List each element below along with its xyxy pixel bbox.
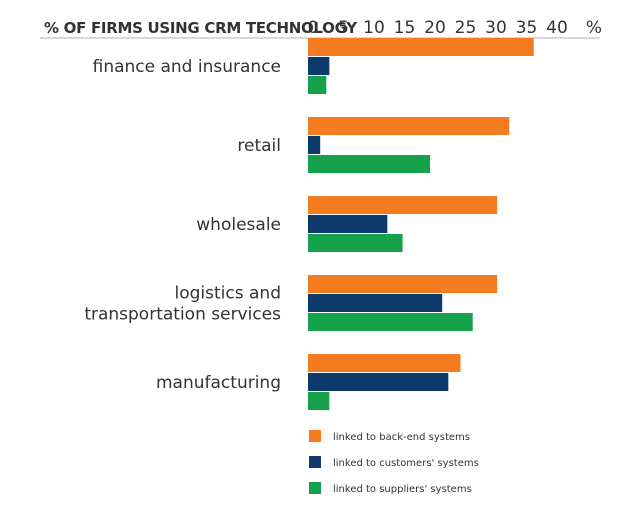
chart-title: % OF FIRMS USING CRM TECHNOLOGY	[44, 19, 358, 37]
legend-label: linked to suppliers' systems	[333, 484, 472, 495]
bars	[308, 38, 534, 410]
tick-label: 0	[308, 18, 319, 38]
tick-label: 40	[546, 18, 568, 38]
bar	[308, 234, 403, 252]
legend-swatch	[309, 430, 321, 442]
tick-label: 15	[394, 18, 416, 38]
bar	[308, 136, 321, 154]
tick-label: 35	[516, 18, 538, 38]
legend-label: linked to back-end systems	[333, 432, 470, 443]
tick-label: 10	[363, 18, 385, 38]
tick-label: 5	[338, 18, 349, 38]
bar	[308, 76, 327, 94]
category-label: wholesale	[196, 215, 281, 235]
legend-swatch	[309, 482, 321, 494]
bar	[308, 294, 443, 312]
legend-swatch	[309, 456, 321, 468]
axis-ticks: 0 5 10 15 20 25 30 35 40	[308, 18, 568, 38]
bar	[308, 313, 473, 331]
bar	[308, 38, 534, 56]
tick-label: 25	[455, 18, 477, 38]
bar	[308, 155, 430, 173]
category-labels: finance and insurance retail wholesale logi…	[84, 57, 281, 393]
category-label: finance and insurance	[93, 57, 281, 77]
tick-label: 30	[485, 18, 507, 38]
bar	[308, 215, 388, 233]
bar	[308, 275, 498, 293]
legend-label: linked to customers' systems	[333, 458, 479, 469]
bar	[308, 196, 498, 214]
category-label: retail	[237, 136, 281, 156]
bar	[308, 373, 449, 391]
tick-label: 20	[424, 18, 446, 38]
unit-label: %	[586, 18, 602, 38]
bar	[308, 117, 510, 135]
legend: linked to back-end systems linked to cust…	[309, 430, 479, 495]
bar	[308, 354, 461, 372]
category-label: logistics and transportation services	[84, 284, 281, 325]
bar	[308, 392, 330, 410]
category-label: manufacturing	[156, 373, 281, 393]
bar	[308, 57, 330, 75]
